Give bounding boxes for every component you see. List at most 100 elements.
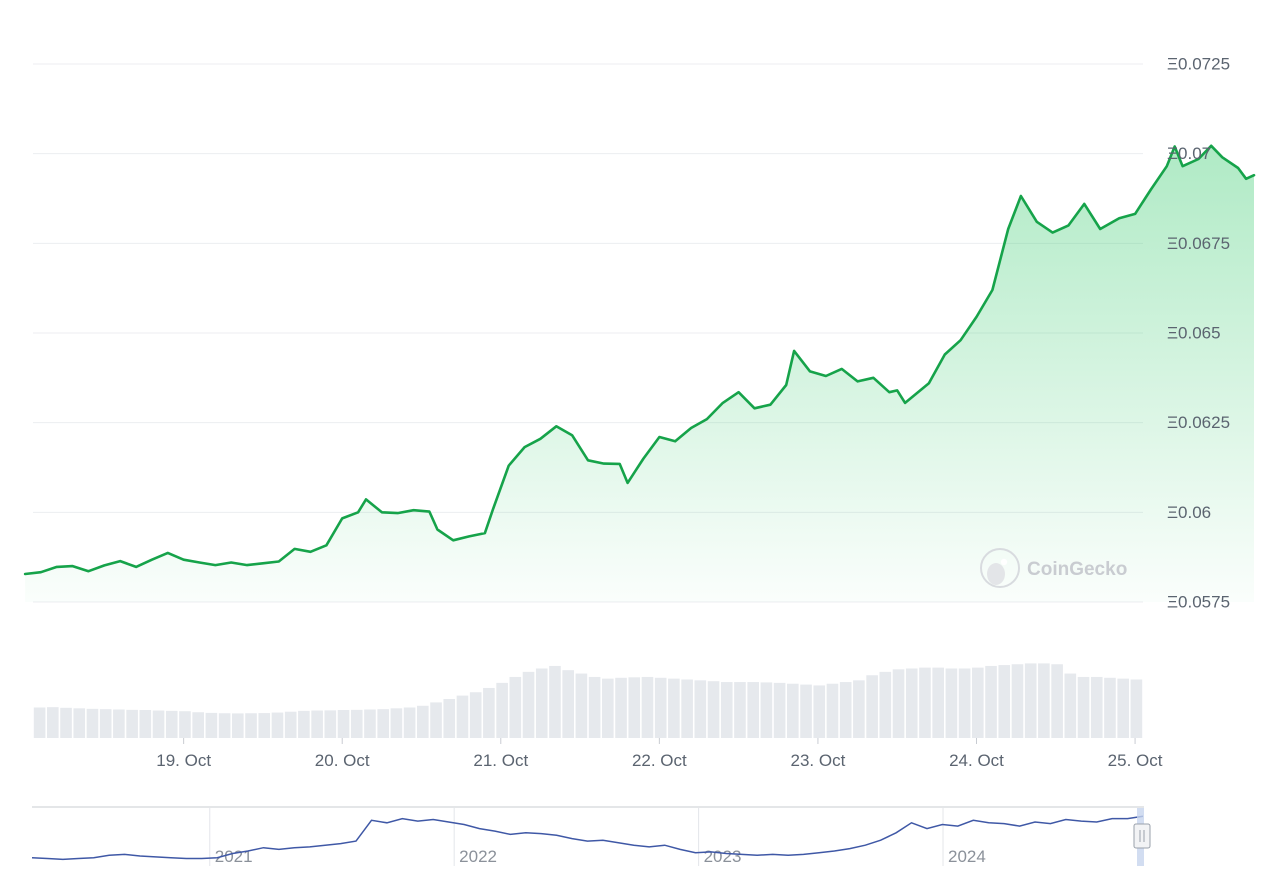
- volume-bar: [284, 711, 297, 738]
- volume-bar: [403, 707, 416, 738]
- volume-bar: [364, 709, 376, 738]
- volume-bar: [311, 710, 323, 738]
- volume-bar: [245, 713, 257, 738]
- volume-bar: [456, 695, 469, 738]
- volume-bar: [1024, 663, 1037, 738]
- volume-bar: [126, 709, 138, 738]
- volume-bar: [86, 708, 99, 738]
- x-axis-labels: 19. Oct 20. Oct 21. Oct 22. Oct 23. Oct 24. O…: [156, 738, 1163, 770]
- volume-bar: [760, 682, 773, 738]
- watermark-text: CoinGecko: [1027, 559, 1127, 580]
- x-tick-label: 23. Oct: [791, 751, 846, 770]
- volume-bar: [417, 705, 429, 738]
- volume-bar: [813, 685, 826, 738]
- volume-bar: [853, 680, 865, 738]
- volume-bars: [33, 663, 1143, 738]
- volume-bar: [826, 683, 839, 738]
- y-axis-labels: Ξ0.0725 Ξ0.07 Ξ0.0675 Ξ0.065 Ξ0.0625 Ξ0.06 Ξ0.…: [1167, 54, 1230, 611]
- navigator-history-line: [31, 815, 1144, 861]
- volume-bar: [575, 673, 588, 738]
- navigator-handle-grip[interactable]: [1133, 823, 1151, 849]
- navigator-year-label: 2022: [459, 847, 497, 866]
- volume-bar: [879, 671, 892, 738]
- volume-bar: [324, 710, 337, 738]
- time-range-navigator[interactable]: 2021 2022 2023 2024: [31, 806, 1151, 866]
- volume-bar: [549, 665, 561, 738]
- volume-bar: [668, 678, 680, 738]
- y-tick-label: Ξ0.0625: [1167, 413, 1230, 432]
- volume-bar: [73, 708, 86, 738]
- volume-bar: [628, 677, 641, 738]
- volume-bar: [1090, 676, 1103, 738]
- volume-bar: [932, 667, 944, 738]
- volume-bar: [588, 676, 601, 738]
- volume-bar: [218, 713, 231, 738]
- volume-bar: [641, 676, 654, 738]
- navigator-handle[interactable]: [1133, 823, 1151, 849]
- y-tick-label: Ξ0.07: [1167, 144, 1211, 163]
- y-tick-label: Ξ0.0675: [1167, 234, 1230, 253]
- coingecko-logo-icon: [980, 548, 1020, 588]
- price-line: [23, 144, 1256, 576]
- volume-bar: [509, 676, 522, 738]
- volume-bar: [905, 668, 918, 738]
- x-tick-label: 24. Oct: [949, 751, 1004, 770]
- volume-bar: [377, 709, 389, 738]
- x-tick-label: 21. Oct: [473, 751, 528, 770]
- volume-bar: [839, 682, 852, 738]
- navigator-year-separators: [209, 808, 944, 866]
- x-tick-label: 25. Oct: [1108, 751, 1163, 770]
- volume-bar: [139, 710, 152, 738]
- volume-bar: [1051, 664, 1063, 738]
- coingecko-logo-face: [987, 563, 1005, 585]
- volume-bar: [1011, 664, 1024, 738]
- volume-bar: [562, 670, 574, 738]
- volume-bar: [720, 682, 733, 738]
- volume-bar: [298, 710, 310, 738]
- volume-bar: [60, 707, 72, 738]
- volume-bar: [522, 671, 535, 738]
- x-tick-label: 19. Oct: [156, 751, 211, 770]
- coingecko-watermark: CoinGecko: [980, 548, 1127, 588]
- coingecko-logo-eye: [1000, 558, 1008, 566]
- volume-bar: [232, 713, 244, 738]
- navigator-year-labels: 2021 2022 2023 2024: [215, 847, 986, 866]
- volume-bar: [165, 710, 178, 738]
- volume-bar: [535, 668, 548, 738]
- volume-bar: [1064, 673, 1077, 738]
- volume-bar: [390, 708, 403, 738]
- volume-bar: [707, 681, 720, 738]
- volume-bar: [337, 710, 350, 738]
- volume-bar: [958, 668, 971, 738]
- volume-bar: [734, 682, 746, 738]
- volume-bar: [205, 712, 218, 738]
- volume-bar: [1117, 678, 1129, 738]
- volume-bar: [258, 713, 271, 738]
- volume-bar: [866, 675, 878, 738]
- volume-bar: [892, 669, 905, 738]
- price-area-fill: [25, 145, 1255, 603]
- volume-bar: [443, 699, 456, 738]
- volume-bar: [998, 665, 1011, 738]
- y-tick-label: Ξ0.06: [1167, 503, 1211, 522]
- x-tick-label: 20. Oct: [315, 751, 370, 770]
- volume-bar: [615, 677, 627, 738]
- volume-bar: [496, 682, 508, 738]
- volume-bar: [1077, 676, 1090, 738]
- volume-bar: [271, 712, 284, 738]
- volume-bar: [787, 683, 799, 738]
- y-tick-label: Ξ0.065: [1167, 323, 1221, 342]
- volume-bar: [800, 684, 812, 738]
- volume-bar: [350, 709, 363, 738]
- volume-bar: [985, 665, 997, 738]
- volume-bar: [694, 680, 707, 738]
- volume-bar: [919, 667, 931, 738]
- volume-bar: [192, 712, 204, 738]
- volume-bar: [945, 668, 958, 738]
- volume-bar: [1130, 679, 1143, 738]
- volume-bar: [654, 677, 667, 738]
- volume-bar: [1038, 663, 1050, 738]
- y-tick-label: Ξ0.0575: [1167, 592, 1230, 611]
- volume-bar: [152, 710, 165, 738]
